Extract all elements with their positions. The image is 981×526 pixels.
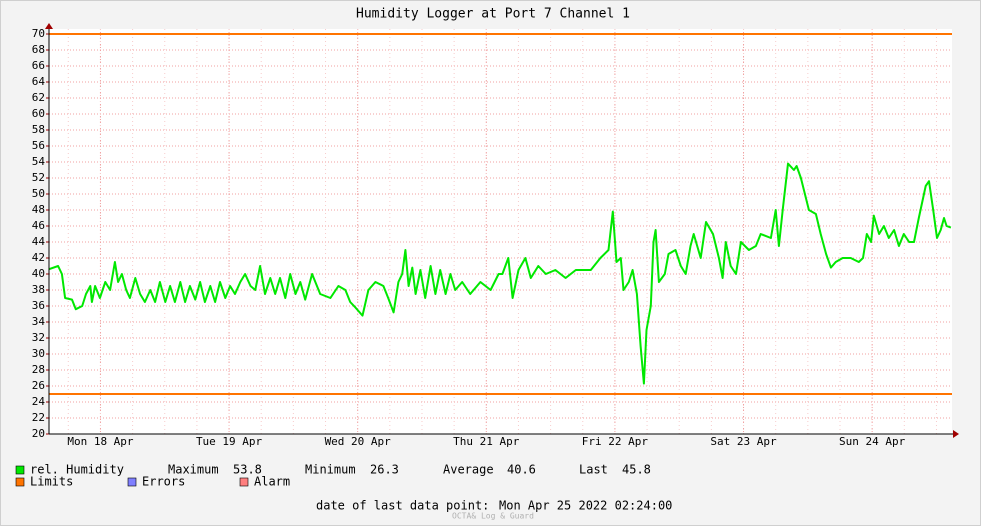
legend-swatch: [15, 465, 25, 475]
last-data-label: date of last data point:: [316, 499, 489, 513]
y-tick-label: 30: [32, 347, 45, 360]
y-tick-label: 48: [32, 203, 45, 216]
y-tick-label: 68: [32, 43, 45, 56]
y-tick-label: 36: [32, 299, 45, 312]
stat-value: 40.6: [507, 463, 536, 477]
marks: [48, 33, 952, 395]
y-tick-label: 22: [32, 411, 45, 424]
y-tick-label: 56: [32, 139, 45, 152]
y-tick-label: 66: [32, 59, 45, 72]
legend-label: Limits: [30, 475, 73, 489]
stat-label: Average: [443, 463, 494, 477]
x-tick-label: Fri 22 Apr: [582, 435, 649, 448]
legend-swatch: [15, 477, 25, 487]
plot-area: [49, 29, 952, 434]
x-tick-label: Sun 24 Apr: [839, 435, 906, 448]
y-tick-label: 40: [32, 267, 45, 280]
legend-label: Errors: [142, 475, 185, 489]
y-tick-label: 54: [32, 155, 46, 168]
axes: [45, 23, 959, 438]
y-tick-label: 50: [32, 187, 45, 200]
stat-value: 26.3: [370, 463, 399, 477]
y-tick-label: 28: [32, 363, 45, 376]
y-tick-label: 58: [32, 123, 45, 136]
data-line: [48, 162, 952, 385]
y-tick-label: 34: [32, 315, 46, 328]
y-axis-arrow: [45, 23, 53, 29]
x-axis-arrow: [953, 430, 959, 438]
x-tick-label: Mon 18 Apr: [67, 435, 134, 448]
y-tick-label: 26: [32, 379, 45, 392]
y-tick-label: 20: [32, 427, 45, 440]
stat-value: 45.8: [622, 463, 651, 477]
last-data-time: Mon Apr 25 2022 02:24:00: [499, 499, 672, 513]
y-tick-label: 64: [32, 75, 46, 88]
stat-label: Maximum: [168, 463, 219, 477]
stat-label: Last: [579, 463, 608, 477]
chart-title: Humidity Logger at Port 7 Channel 1: [356, 7, 630, 22]
x-tick-label: Wed 20 Apr: [325, 435, 392, 448]
x-tick-label: Thu 21 Apr: [453, 435, 520, 448]
x-tick-label: Tue 19 Apr: [196, 435, 263, 448]
y-tick-label: 42: [32, 251, 45, 264]
y-tick-label: 38: [32, 283, 45, 296]
stat-label: Minimum: [305, 463, 356, 477]
legend-label: rel. Humidity: [30, 463, 124, 477]
y-tick-label: 62: [32, 91, 45, 104]
y-tick-label: 32: [32, 331, 45, 344]
grid: 20 22 24 26 28 30 32 34 36 38 40 42 44 46 48 50 52 54 56 58…: [32, 27, 952, 448]
legend-swatch: [127, 477, 137, 487]
legend-swatch: [239, 477, 249, 487]
y-tick-label: 46: [32, 219, 45, 232]
y-tick-label: 60: [32, 107, 45, 120]
stat-value: 53.8: [233, 463, 262, 477]
x-tick-label: Sat 23 Apr: [710, 435, 777, 448]
y-tick-label: 52: [32, 171, 45, 184]
y-tick-label: 70: [32, 27, 45, 40]
legend-label: Alarm: [254, 475, 290, 489]
y-tick-label: 44: [32, 235, 46, 248]
y-tick-label: 24: [32, 395, 46, 408]
watermark: OCTA& Log & Guard: [452, 512, 534, 521]
